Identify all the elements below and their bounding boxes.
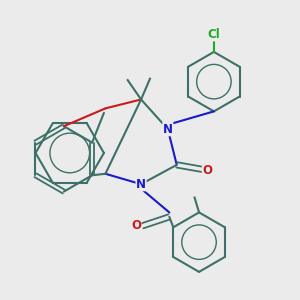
Text: N: N xyxy=(163,123,173,136)
Text: O: O xyxy=(131,219,141,232)
Text: N: N xyxy=(136,178,146,191)
Text: O: O xyxy=(202,164,212,177)
Text: Cl: Cl xyxy=(208,28,220,40)
